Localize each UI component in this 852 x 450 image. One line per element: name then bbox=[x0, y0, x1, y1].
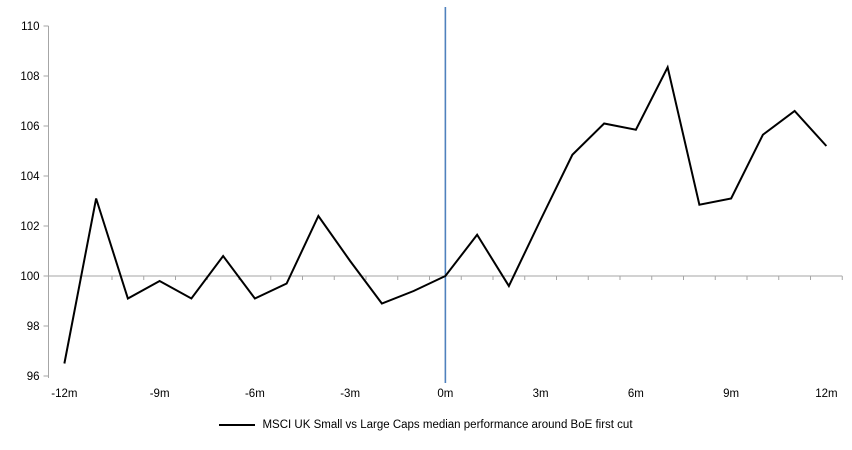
legend-label: MSCI UK Small vs Large Caps median perfo… bbox=[262, 419, 633, 431]
legend-line-swatch bbox=[219, 424, 256, 426]
x-tick-label: 12m bbox=[815, 388, 837, 400]
y-tick-label: 96 bbox=[27, 371, 40, 383]
y-tick-label: 98 bbox=[27, 321, 40, 333]
y-tick-label: 104 bbox=[20, 171, 40, 183]
x-tick-label: -3m bbox=[340, 388, 360, 400]
x-tick-label: -9m bbox=[150, 388, 170, 400]
y-tick-label: 108 bbox=[20, 71, 39, 83]
series-line bbox=[63, 64, 828, 364]
y-tick-label: 100 bbox=[20, 271, 39, 283]
x-tick-label: -6m bbox=[245, 388, 265, 400]
legend: MSCI UK Small vs Large Caps median perfo… bbox=[0, 416, 852, 434]
y-tick-label: 106 bbox=[20, 121, 39, 133]
y-tick-label: 110 bbox=[21, 21, 39, 33]
x-tick-label: 3m bbox=[533, 388, 549, 400]
x-tick-label: 6m bbox=[628, 388, 644, 400]
x-tick-label: 9m bbox=[723, 388, 739, 400]
x-tick-label: -12m bbox=[51, 388, 77, 400]
x-tick-label: 0m bbox=[437, 388, 453, 400]
y-tick-label: 102 bbox=[20, 221, 39, 233]
